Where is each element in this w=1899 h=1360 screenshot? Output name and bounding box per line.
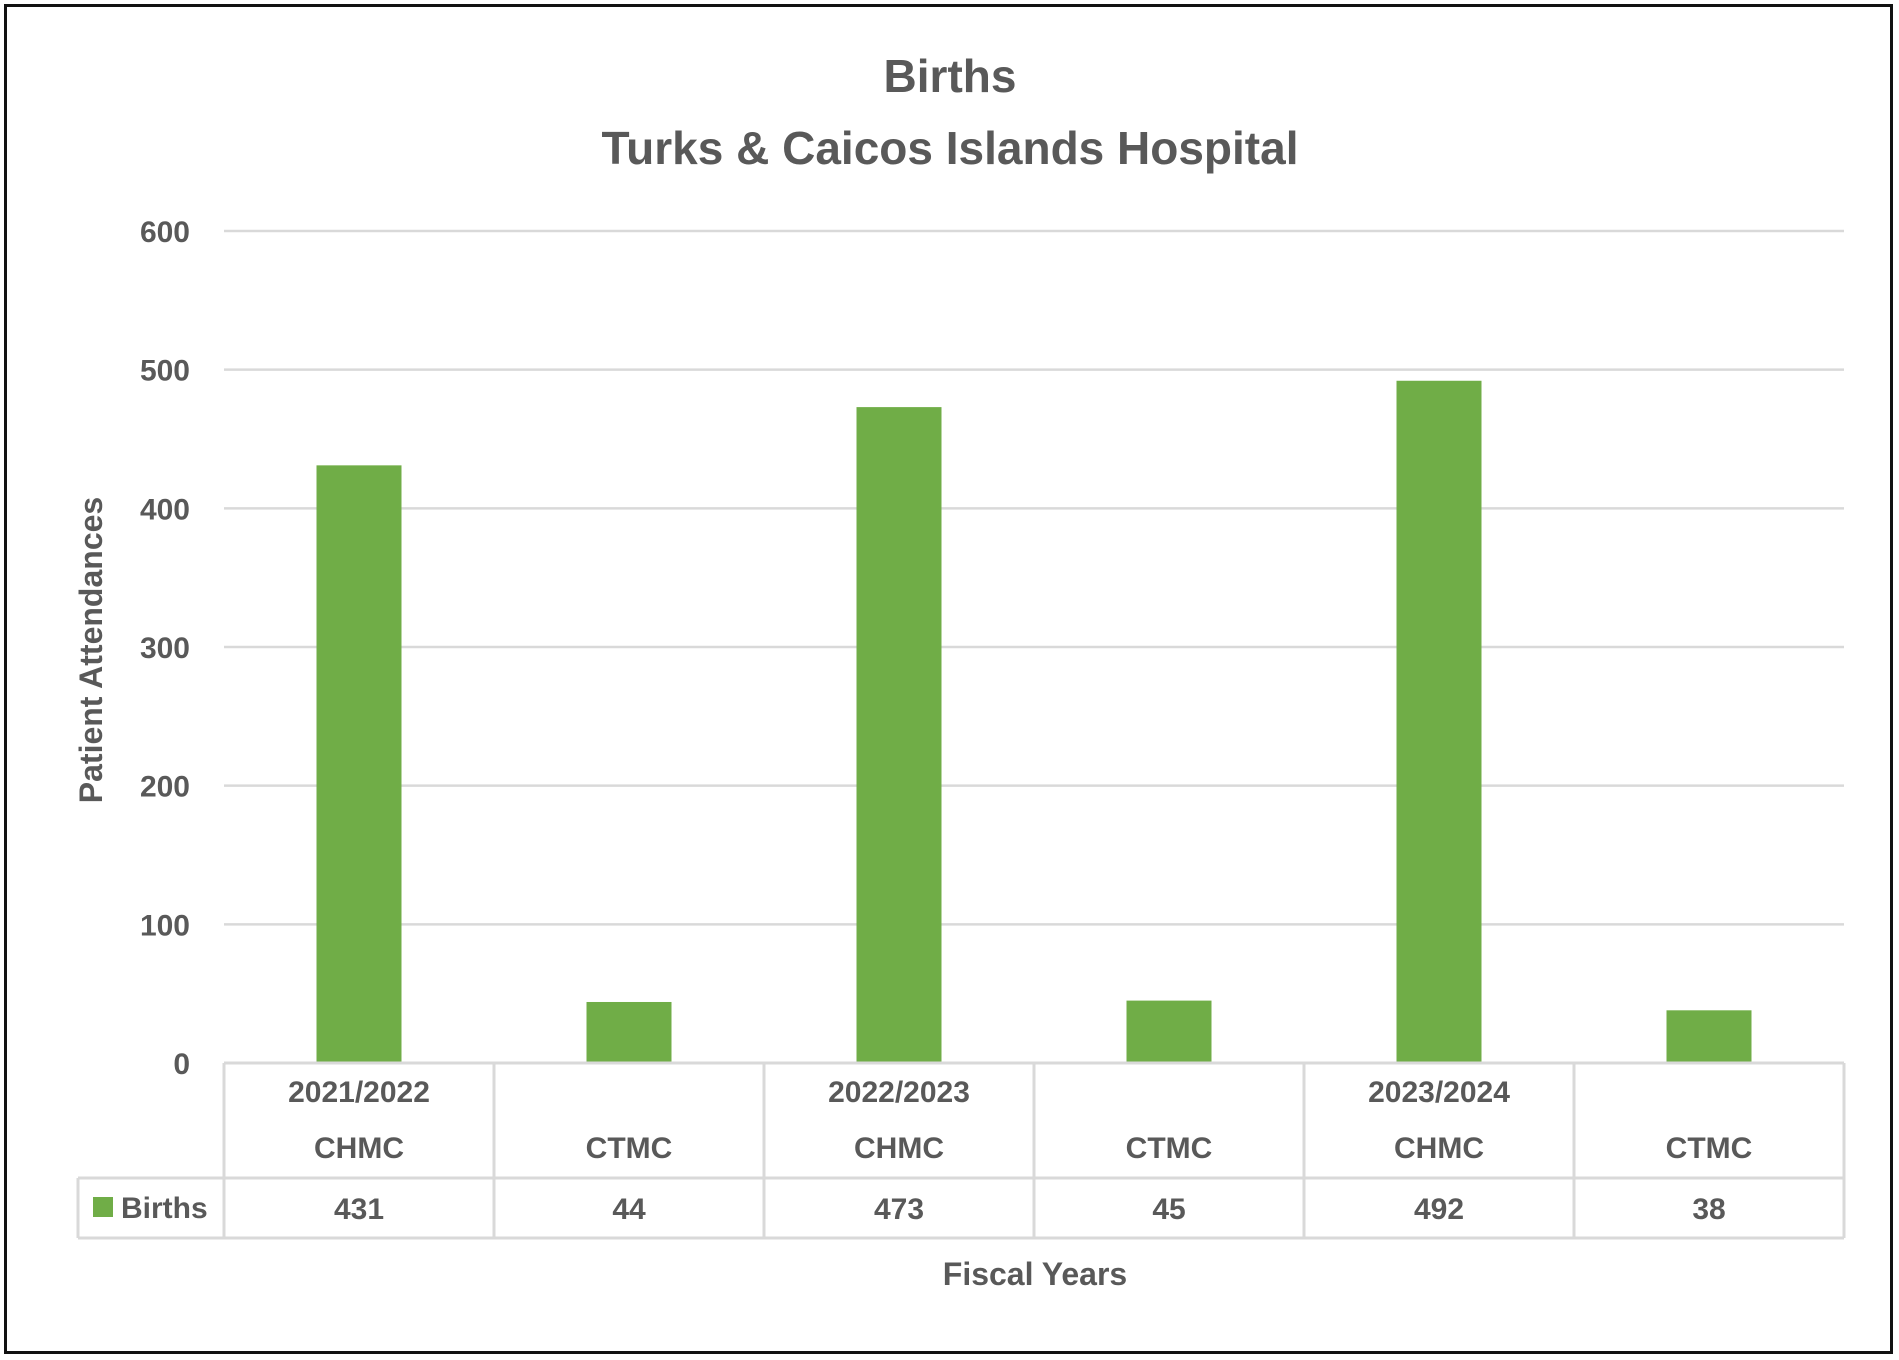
x-group-label: 2021/2022 — [288, 1076, 430, 1109]
y-axis-ticks: 0 100 200 300 400 500 600 — [140, 216, 190, 1081]
gridlines — [224, 229, 1844, 926]
x-tick-label: CTMC — [1666, 1132, 1753, 1165]
data-table: 2021/2022 2022/2023 2023/2024 CHMC CTMC CHMC C… — [76, 1061, 1846, 1240]
x-tick-label: CTMC — [1126, 1132, 1213, 1165]
data-label: 492 — [1414, 1193, 1464, 1226]
legend-label: Births — [121, 1192, 208, 1225]
y-tick-label: 500 — [140, 355, 190, 388]
data-label: 38 — [1692, 1193, 1725, 1226]
bar-series-births — [316, 380, 1752, 1063]
x-tick-label: CHMC — [854, 1132, 944, 1165]
y-tick-label: 300 — [140, 632, 190, 665]
x-axis-label: Fiscal Years — [943, 1256, 1127, 1292]
bar — [316, 465, 402, 1063]
data-label: 44 — [612, 1193, 646, 1226]
bar — [1396, 380, 1482, 1063]
data-label: 431 — [334, 1193, 384, 1226]
y-axis-label: Patient Attendances — [73, 497, 109, 803]
x-group-label: 2022/2023 — [828, 1076, 970, 1109]
bar — [1126, 1000, 1212, 1063]
chart-title: Births — [884, 50, 1017, 102]
legend-swatch — [93, 1197, 113, 1217]
bar — [856, 407, 942, 1063]
bar — [1666, 1010, 1752, 1063]
y-tick-label: 600 — [140, 216, 190, 249]
bar — [586, 1001, 672, 1063]
x-group-label: 2023/2024 — [1368, 1076, 1510, 1109]
data-label: 473 — [874, 1193, 924, 1226]
chart-subtitle: Turks & Caicos Islands Hospital — [601, 122, 1298, 174]
y-tick-label: 100 — [140, 909, 190, 942]
y-tick-label: 400 — [140, 493, 190, 526]
x-tick-label: CHMC — [1394, 1132, 1484, 1165]
x-tick-label: CHMC — [314, 1132, 404, 1165]
y-tick-label: 200 — [140, 771, 190, 804]
data-label: 45 — [1152, 1193, 1185, 1226]
y-tick-label: 0 — [173, 1048, 190, 1081]
x-tick-label: CTMC — [586, 1132, 673, 1165]
